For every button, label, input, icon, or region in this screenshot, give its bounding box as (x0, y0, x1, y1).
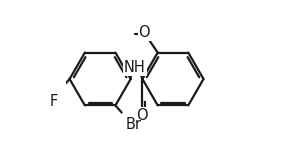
Text: Br: Br (126, 117, 142, 132)
Text: NH: NH (124, 60, 146, 75)
Text: O: O (139, 25, 150, 40)
Text: F: F (50, 94, 58, 109)
Text: O: O (137, 108, 148, 123)
